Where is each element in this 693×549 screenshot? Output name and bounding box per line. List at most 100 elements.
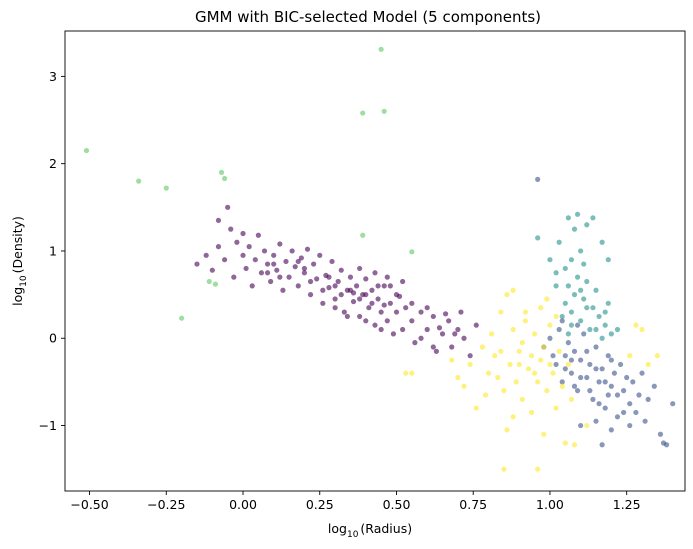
data-point xyxy=(581,261,587,267)
data-point xyxy=(209,267,215,273)
data-point xyxy=(338,267,344,273)
data-point xyxy=(578,318,584,324)
data-point xyxy=(360,232,366,238)
data-point xyxy=(436,325,443,331)
data-point xyxy=(329,258,335,265)
data-point xyxy=(553,270,559,276)
data-point xyxy=(547,361,553,368)
data-point xyxy=(424,326,430,333)
data-point xyxy=(301,265,308,272)
data-point xyxy=(528,409,535,416)
data-point xyxy=(409,370,415,376)
data-point xyxy=(596,379,602,385)
data-point xyxy=(538,305,544,311)
data-point xyxy=(562,353,568,359)
data-point xyxy=(261,248,268,254)
data-point xyxy=(556,239,562,245)
data-point xyxy=(252,257,258,263)
data-point xyxy=(532,331,538,337)
data-point xyxy=(559,379,565,385)
data-point xyxy=(332,296,338,302)
data-point xyxy=(360,110,366,116)
data-point xyxy=(442,311,449,317)
x-tick-label: −0.50 xyxy=(70,497,108,512)
data-point xyxy=(624,374,630,381)
data-point xyxy=(602,405,608,411)
data-point xyxy=(571,292,578,298)
data-point xyxy=(605,392,611,398)
data-point xyxy=(409,249,415,255)
x-tick-label: 0.00 xyxy=(229,497,257,512)
data-point xyxy=(532,370,538,376)
data-point xyxy=(218,169,225,175)
data-point xyxy=(249,283,255,289)
data-point xyxy=(556,348,562,354)
data-point xyxy=(599,335,605,341)
data-point xyxy=(559,383,565,389)
data-point xyxy=(449,357,455,363)
data-point xyxy=(608,427,614,433)
data-point xyxy=(430,313,436,320)
data-point xyxy=(372,322,378,328)
data-point xyxy=(519,340,525,346)
data-point xyxy=(495,374,501,381)
data-point xyxy=(485,370,492,376)
data-point xyxy=(452,331,458,337)
data-point xyxy=(651,383,657,389)
data-point xyxy=(504,292,510,298)
data-point xyxy=(525,366,532,372)
chart-title: GMM with BIC-selected Model (5 component… xyxy=(195,8,541,26)
x-tick-label: 0.75 xyxy=(459,497,487,512)
data-point xyxy=(587,361,593,368)
data-point xyxy=(268,278,274,285)
data-point xyxy=(473,405,479,411)
plot-area xyxy=(65,31,685,491)
data-point xyxy=(215,244,222,250)
data-point xyxy=(255,232,261,238)
data-point xyxy=(357,313,363,320)
data-point xyxy=(538,357,544,363)
data-point xyxy=(578,287,584,293)
data-point xyxy=(550,353,556,359)
data-point xyxy=(455,374,461,381)
data-point xyxy=(544,388,550,394)
data-point xyxy=(461,335,467,341)
data-point xyxy=(541,431,547,437)
data-point xyxy=(83,147,90,154)
y-axis-label-rest: (Density) xyxy=(10,216,25,273)
data-point xyxy=(633,322,639,328)
data-point xyxy=(240,252,246,258)
data-point xyxy=(627,353,633,359)
data-point xyxy=(614,414,621,420)
data-point xyxy=(390,331,397,337)
data-point xyxy=(602,379,608,385)
data-point xyxy=(535,235,541,241)
y-axis-label: log10 (Density) xyxy=(10,216,29,306)
data-point xyxy=(378,46,384,52)
data-point xyxy=(307,292,314,298)
y-tick-label: 3 xyxy=(49,69,57,84)
data-point xyxy=(578,422,584,429)
data-point xyxy=(593,344,599,350)
data-point xyxy=(467,361,473,368)
data-point xyxy=(587,326,593,333)
data-point xyxy=(581,296,587,302)
data-point xyxy=(498,348,504,354)
data-point xyxy=(332,305,338,311)
data-point xyxy=(593,287,599,293)
x-tick-label: −0.25 xyxy=(147,497,185,512)
data-point xyxy=(314,276,320,282)
data-point xyxy=(163,185,169,191)
data-point xyxy=(240,230,246,237)
data-point xyxy=(378,309,384,315)
data-point xyxy=(295,258,301,265)
x-axis-label-sub: 10 xyxy=(347,530,359,540)
data-point xyxy=(581,331,587,337)
data-point xyxy=(353,283,360,289)
data-point xyxy=(375,296,381,302)
data-point xyxy=(568,396,575,402)
data-point xyxy=(320,287,326,293)
data-point xyxy=(311,261,317,267)
data-point xyxy=(605,300,611,306)
data-point xyxy=(602,309,608,315)
